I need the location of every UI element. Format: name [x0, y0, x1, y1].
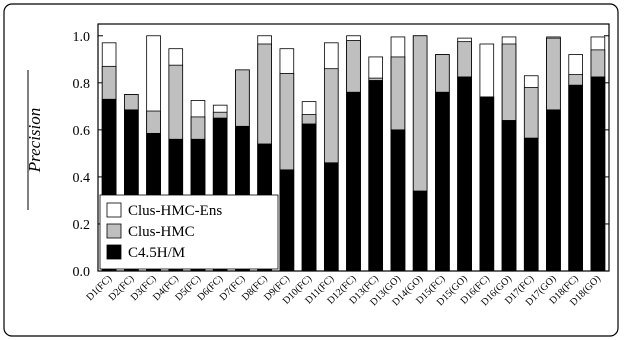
- axes-frame: [97, 23, 610, 272]
- legend-swatch: [106, 244, 122, 260]
- bar: [323, 162, 339, 272]
- bar: [590, 76, 606, 272]
- y-tick-label: 0.0: [73, 265, 91, 280]
- bar: [368, 80, 384, 272]
- bar: [412, 190, 428, 272]
- frame: [3, 3, 619, 337]
- legend-label: Clus-HMC-Ens: [128, 203, 222, 219]
- bar: [479, 96, 495, 272]
- bar: [457, 76, 472, 272]
- bar: [435, 91, 450, 272]
- y-tick-label: 0.8: [73, 77, 91, 92]
- legend-swatch: [106, 202, 122, 218]
- bar: [523, 137, 539, 272]
- bar: [501, 120, 517, 272]
- bar: [279, 169, 295, 272]
- y-tick-label: 0.6: [73, 124, 91, 139]
- bar: [346, 91, 361, 272]
- bar: [568, 84, 583, 272]
- bar: [301, 123, 317, 272]
- legend-label: Clus-HMC: [128, 224, 195, 240]
- y-tick-label: 0.4: [73, 171, 91, 186]
- bar: [546, 109, 561, 272]
- y-axis-label: Precision: [25, 108, 44, 174]
- legend-box: [99, 194, 279, 270]
- y-tick-label: 0.2: [73, 218, 91, 233]
- legend-swatch: [106, 223, 122, 239]
- y-tick-label: 1.0: [73, 30, 91, 45]
- legend-label: C4.5H/M: [128, 245, 185, 261]
- bar: [390, 129, 406, 272]
